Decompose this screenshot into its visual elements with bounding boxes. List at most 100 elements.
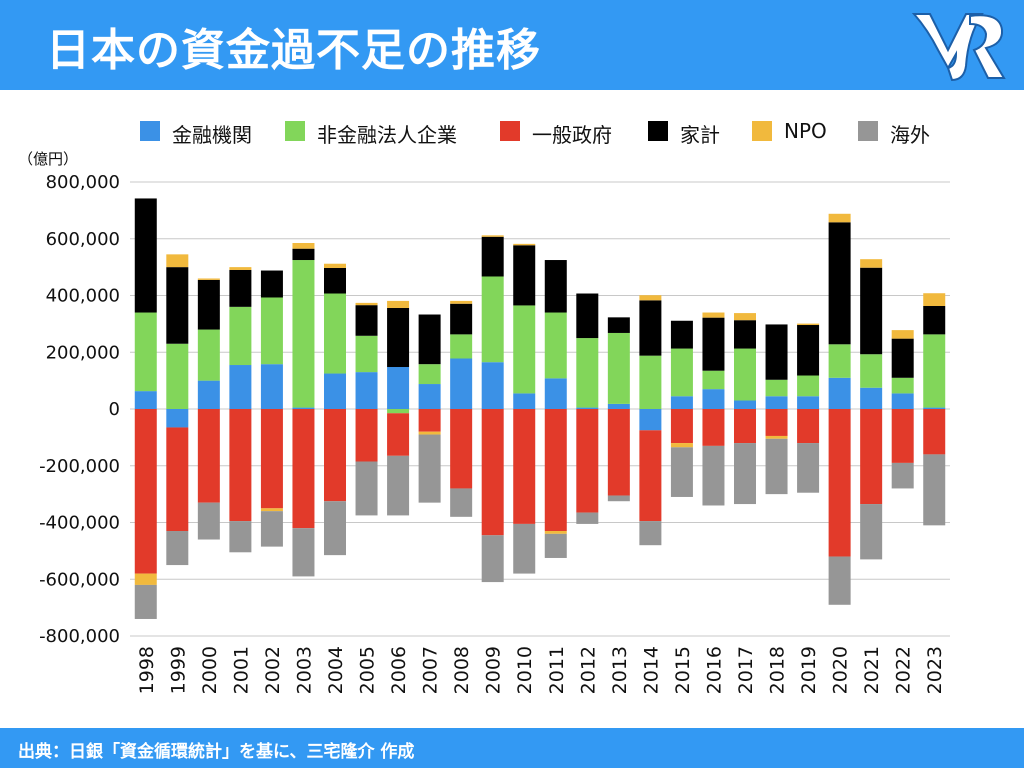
x-tick-label: 1998 (136, 646, 158, 694)
x-tick-label: 2021 (861, 646, 883, 694)
footer-bar: 出典：日銀「資金循環統計」を基に、三宅隆介 作成 (0, 728, 1024, 768)
bar-segment (891, 462, 914, 489)
bar-segment (544, 531, 567, 534)
x-tick-label: 2023 (924, 646, 946, 694)
bar-segment (387, 367, 410, 409)
bar-segment (513, 245, 536, 306)
bar-segment (197, 380, 220, 409)
bar-segment (450, 488, 473, 517)
bar-segment (544, 409, 567, 532)
x-tick-label: 2001 (230, 646, 252, 694)
bar-segment (134, 584, 157, 619)
bar-segment (513, 305, 536, 394)
y-tick-label: 800,000 (46, 172, 120, 193)
bar-segment (481, 409, 504, 536)
y-tick-label: 200,000 (46, 342, 120, 363)
bar-segment (418, 434, 441, 503)
x-tick-label: 2018 (767, 646, 789, 694)
y-tick-label: 600,000 (46, 229, 120, 250)
bar-segment (450, 300, 473, 304)
bar-segment (481, 535, 504, 583)
bar-segment (355, 461, 378, 516)
bar-segment (450, 303, 473, 335)
bar-segment (734, 320, 756, 349)
x-tick-label: 2011 (546, 646, 568, 694)
bar-segment (828, 344, 851, 378)
x-tick-label: 2007 (420, 646, 442, 694)
bar-segment (166, 267, 189, 344)
legend-label: 一般政府 (532, 123, 612, 147)
bar-segment (292, 260, 315, 408)
bar-segment (166, 409, 189, 428)
bar-segment (355, 409, 378, 462)
bar-segment (734, 348, 756, 401)
bar-segment (134, 198, 157, 313)
bar-segment (292, 528, 315, 577)
legend-label: 家計 (680, 123, 720, 147)
legend-label: 金融機関 (172, 123, 252, 147)
bar-segment (481, 276, 504, 363)
bar-segment (292, 243, 315, 249)
bar-segment (544, 260, 567, 313)
bar-segment (923, 293, 946, 306)
bar-segment (418, 431, 441, 435)
bar-segment (324, 373, 346, 409)
bar-segment (197, 278, 220, 280)
bar-segment (639, 430, 662, 522)
bar-segment (260, 297, 283, 365)
bar-segment (734, 400, 756, 409)
x-tick-label: 2004 (325, 646, 347, 694)
bar-segment (765, 379, 788, 397)
bar-segment (765, 438, 788, 495)
bar-segment (260, 508, 283, 512)
bar-segment (828, 556, 851, 605)
bar-segment (607, 409, 630, 496)
bar-segment (923, 334, 946, 408)
source-note: 出典：日銀「資金循環統計」を基に、三宅隆介 作成 (18, 742, 415, 762)
bar-segment (134, 409, 157, 574)
legend-label: 海外 (890, 123, 930, 147)
bar-segment (418, 364, 441, 385)
y-tick-label: 0 (109, 399, 120, 420)
bar-segment (387, 300, 410, 308)
bar-segment (639, 409, 662, 431)
bar-segment (544, 533, 567, 558)
bar-segment (544, 378, 567, 409)
bar-segment (197, 279, 220, 330)
bar-segment (387, 455, 410, 516)
x-tick-label: 2014 (640, 646, 662, 694)
x-tick-label: 2017 (735, 646, 757, 694)
bar-segment (513, 523, 536, 574)
bar-segment (418, 384, 441, 409)
bar-segment (860, 504, 883, 560)
bar-segment (670, 443, 693, 448)
bar-segment (513, 393, 536, 409)
bar-segment (702, 409, 725, 446)
x-tick-label: 2012 (577, 646, 599, 694)
x-tick-label: 2006 (388, 646, 410, 694)
bar-segment (860, 354, 883, 388)
legend-swatch (500, 121, 520, 141)
bar-segment (292, 409, 315, 529)
x-tick-label: 2002 (262, 646, 284, 694)
y-tick-label: -400,000 (39, 513, 120, 534)
bar-segment (891, 377, 914, 394)
bar-segment (197, 409, 220, 503)
bar-segment (166, 254, 189, 268)
bar-segment (513, 243, 536, 246)
bar-segment (891, 330, 914, 339)
bar-segment (544, 312, 567, 379)
bar-segment (324, 409, 346, 502)
bar-segment (860, 259, 883, 268)
bar-segment (670, 320, 693, 349)
bar-segment (324, 501, 346, 556)
bar-segment (355, 305, 378, 336)
y-axis-unit-label: （億円） (18, 150, 79, 168)
bar-segment (828, 222, 851, 345)
legend-swatch (648, 121, 668, 141)
bar-segment (260, 409, 283, 509)
bar-segment (607, 317, 630, 333)
bar-segment (134, 573, 157, 585)
bar-segment (670, 409, 693, 444)
x-tick-label: 2000 (199, 646, 221, 694)
